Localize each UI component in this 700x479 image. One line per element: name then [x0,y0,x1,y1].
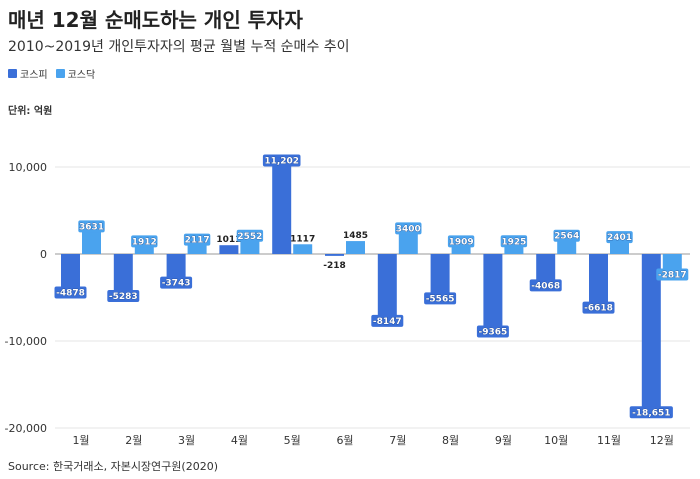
x-tick-label: 10월 [544,434,568,447]
data-label: -8147 [373,317,402,327]
x-tick-label: 8월 [442,434,459,447]
data-label-bg [629,406,673,419]
legend-item-kosdaq: 코스닥 [55,66,96,81]
data-label: 1909 [449,237,474,247]
legend-swatch-kosdaq [55,69,65,78]
x-tick-label: 3월 [178,434,195,447]
data-label-bg [107,289,140,302]
y-tick-label: -20,000 [5,422,47,435]
data-label: 2401 [607,233,632,243]
data-label-bg [424,292,457,305]
data-label-bg [131,235,158,248]
data-label: 2552 [237,232,262,242]
y-tick-label: 0 [40,248,47,261]
data-label: -9365 [479,327,508,337]
x-tick-label: 11월 [597,434,621,447]
y-tick-label: 10,000 [9,161,48,174]
bar-kospi [61,254,80,297]
data-label-bg [236,229,264,242]
source-note: Source: 한국거래소, 자본시장연구원(2020) [8,460,218,473]
bar-kospi [325,254,344,256]
bar-kospi [589,254,608,312]
x-tick-label: 9월 [495,434,512,447]
bar-kospi [113,254,133,300]
x-tick-label: 5월 [284,434,301,447]
data-label-bg [447,235,475,248]
bar-kosdaq [346,241,365,254]
data-label: 1485 [343,231,368,241]
chart-title: 매년 12월 순매도하는 개인 투자자 [8,8,303,32]
data-label: -5283 [109,292,138,302]
x-tick-label: 6월 [336,434,353,447]
data-label: -5565 [426,294,455,304]
data-label: 2564 [554,232,579,242]
data-label: 1117 [290,234,315,244]
x-tick-label: 7월 [389,434,406,447]
data-label: -6618 [584,304,613,314]
bar-kosdaq [293,244,313,254]
data-label-bg [500,235,528,248]
data-label-bg [476,325,509,338]
bar-kospi [430,254,450,303]
y-tick-label: -10,000 [5,335,47,348]
bar-kospi [483,254,503,336]
data-label: 2117 [185,236,210,246]
data-label: -18,651 [632,408,670,418]
data-label: 3631 [79,222,104,232]
x-tick-label: 2월 [125,434,142,447]
data-label: -218 [323,261,346,271]
data-label-bg [553,229,580,242]
data-label-bg [78,220,105,233]
x-tick-label: 1월 [72,434,89,447]
data-label-bg [582,301,615,314]
data-label-bg [183,233,211,246]
data-label: 1925 [501,237,526,247]
legend-label-kospi: 코스피 [20,70,48,81]
bar-kospi [219,245,239,254]
data-label: 3400 [396,224,421,234]
unit-label: 단위: 억원 [8,106,53,117]
data-label: -2817 [658,271,687,281]
data-label: 11,202 [264,157,299,167]
x-tick-label: 12월 [650,434,674,447]
data-label: 1011 [216,235,241,245]
x-tick-label: 4월 [231,434,248,447]
data-label: -4068 [531,281,560,291]
data-label: 1912 [132,237,157,247]
data-label-bg [160,276,193,289]
data-label-bg [262,154,301,167]
legend-label-kosdaq: 코스닥 [67,70,96,81]
bar-kospi [377,254,397,325]
data-label-bg [529,279,562,292]
bar-kospi [641,254,661,417]
legend: 코스피 코스닥 [8,66,95,81]
data-label-bg [371,314,404,327]
data-label-bg [395,222,422,235]
data-label-bg [606,231,633,244]
chart-subtitle: 2010~2019년 개인투자자의 평균 월별 누적 순매수 추이 [8,39,350,55]
legend-item-kospi: 코스피 [8,66,48,81]
data-label: -4878 [56,288,85,298]
data-label: -3743 [162,279,191,289]
data-label-bg [54,286,87,299]
legend-swatch-kospi [8,69,17,78]
bar-kospi [272,156,292,254]
data-label-bg [656,268,689,281]
